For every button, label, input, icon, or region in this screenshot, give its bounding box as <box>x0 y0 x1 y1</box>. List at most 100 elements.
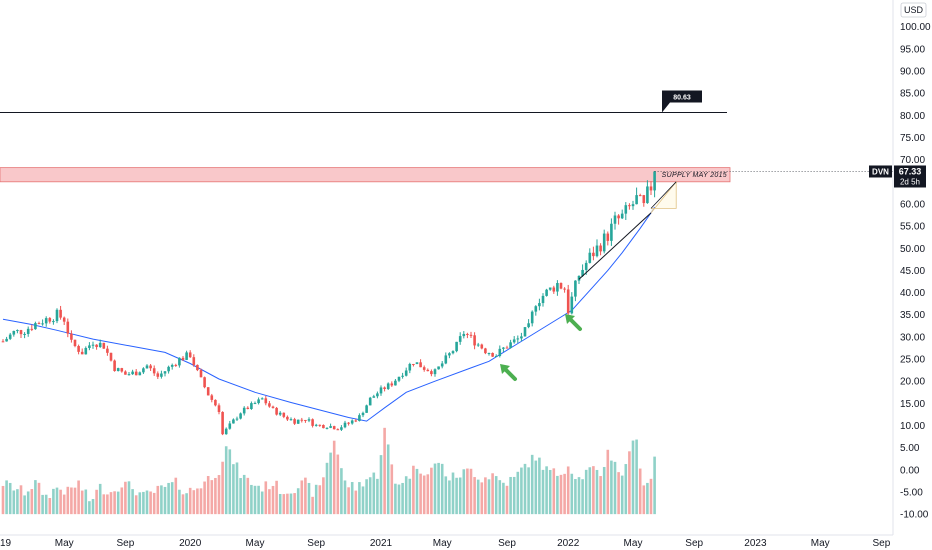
candle-body <box>41 323 44 325</box>
volume-bar <box>55 487 59 515</box>
volume-bar <box>286 493 289 515</box>
candle-body <box>322 425 325 429</box>
volume-bar <box>325 462 329 515</box>
candle-body <box>440 363 444 367</box>
volume-bar <box>314 484 318 515</box>
volume-bar <box>253 485 257 515</box>
volume-bar <box>232 464 235 515</box>
candle-body <box>91 344 95 346</box>
price-tick-label: 55.00 <box>900 222 925 233</box>
candle-body <box>376 393 379 397</box>
volume-bar <box>343 480 347 515</box>
candle-body <box>466 333 469 335</box>
candle-body <box>646 186 649 204</box>
candle-body <box>340 427 343 430</box>
candle-body <box>311 419 314 426</box>
candle-body <box>8 334 12 339</box>
volume-bar <box>19 485 23 515</box>
volume-bar <box>293 493 296 515</box>
currency-label: USD <box>904 5 924 15</box>
candle-body <box>444 355 448 364</box>
volume-bar <box>152 492 156 515</box>
price-axis[interactable]: USD100.0095.0090.0085.0080.0075.0070.006… <box>869 0 931 535</box>
candle-body <box>379 387 383 394</box>
volume-bar <box>617 472 620 515</box>
volume-bar <box>124 481 127 515</box>
volume-bar <box>174 477 178 515</box>
candle-body <box>289 419 293 421</box>
symbol-label: DVN <box>872 167 889 176</box>
candle-body <box>538 303 541 307</box>
candle-body <box>37 323 41 325</box>
price-tick-label: 30.00 <box>900 332 925 343</box>
volume-bar <box>242 474 246 515</box>
volume-bar <box>206 476 210 515</box>
volume-bar <box>440 463 444 515</box>
volume-bar <box>437 462 440 515</box>
time-tick-label: Sep <box>498 538 516 549</box>
candle-body <box>109 352 113 361</box>
candle-body <box>199 370 203 378</box>
volume-bar <box>329 452 332 515</box>
candle-body <box>66 321 70 334</box>
volume-bar <box>116 491 120 515</box>
candle-body <box>541 295 545 304</box>
pennant-box <box>650 180 677 214</box>
time-axis[interactable]: 19 May Sep 2020 May Sep 2021 May Sep 2022 May Sep 20… <box>0 534 893 549</box>
candle-body <box>394 380 397 386</box>
volume-bar <box>631 440 635 515</box>
candle-body <box>462 333 466 337</box>
volume-bar <box>257 485 260 515</box>
candle-body <box>26 328 30 334</box>
price-tick-label: 20.00 <box>900 377 925 388</box>
volume-bar <box>221 461 224 515</box>
candle-body <box>210 395 214 400</box>
volume-bar <box>307 482 311 515</box>
candle-body <box>548 287 552 290</box>
candle-body <box>318 424 322 426</box>
candle-body <box>286 416 289 420</box>
candle-body <box>30 328 34 330</box>
candle-body <box>523 327 527 337</box>
candle-body <box>131 371 134 375</box>
volume-bar <box>563 473 566 515</box>
candle-body <box>581 269 584 276</box>
candle-body <box>170 364 174 367</box>
volume-bars <box>1 427 656 515</box>
volume-bar <box>102 494 106 515</box>
volume-bar <box>41 494 44 515</box>
volume-bar <box>354 490 358 515</box>
candle-body <box>19 330 23 335</box>
candle-body <box>264 398 268 404</box>
price-tick-label: 100.00 <box>900 22 931 33</box>
volume-bar <box>595 469 599 515</box>
volume-bar <box>548 469 552 515</box>
volume-bar <box>379 455 383 515</box>
supply-zone-box <box>0 167 731 183</box>
volume-bar <box>368 477 372 515</box>
candle-body <box>188 352 192 358</box>
volume-bar <box>228 449 232 515</box>
volume-bar <box>199 488 203 515</box>
candle-body <box>620 213 624 219</box>
volume-bar <box>484 477 487 515</box>
candle-body <box>552 287 556 292</box>
candle-body <box>368 397 372 406</box>
volume-bar <box>214 477 217 515</box>
candle-body <box>88 345 91 348</box>
candle-body <box>156 373 160 377</box>
volume-bar <box>498 480 502 515</box>
volume-bar <box>91 499 95 515</box>
arrow-sep-2021-head <box>500 364 510 374</box>
volume-bar <box>77 480 80 515</box>
volume-bar <box>365 479 368 515</box>
volume-bar <box>649 478 653 515</box>
time-tick-label: 2022 <box>557 538 580 549</box>
volume-bar <box>559 474 563 515</box>
volume-bar <box>444 476 448 515</box>
candle-body <box>574 280 577 297</box>
volume-bar <box>512 476 516 515</box>
volume-bar <box>584 469 588 515</box>
